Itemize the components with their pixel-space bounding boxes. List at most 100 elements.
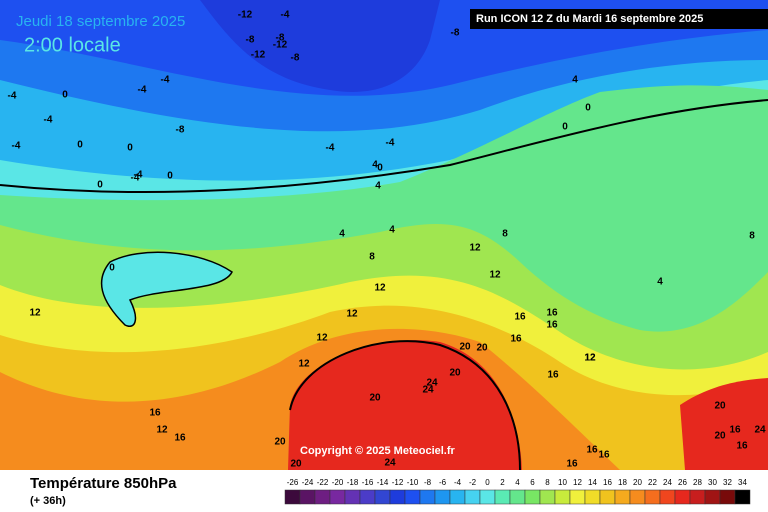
color-swatch bbox=[464, 489, 481, 505]
contour-label: -8 bbox=[291, 53, 300, 64]
contour-label: 12 bbox=[489, 270, 501, 281]
isotherm bbox=[289, 340, 521, 471]
color-swatch bbox=[479, 489, 496, 505]
forecast-lead: (+ 36h) bbox=[30, 495, 66, 507]
color-swatch bbox=[374, 489, 391, 505]
contour-label: 4 bbox=[375, 181, 381, 192]
contour-label: -8 bbox=[276, 33, 285, 44]
color-swatch bbox=[419, 489, 436, 505]
contour-label: 0 bbox=[77, 140, 83, 151]
scale-label: -26 bbox=[287, 478, 299, 487]
footer-title: Température 850hPa bbox=[30, 475, 177, 492]
contour-label: -4 bbox=[326, 143, 335, 154]
contour-label: 8 bbox=[502, 229, 508, 240]
scale-label: 4 bbox=[515, 478, 520, 487]
contour-label: 20 bbox=[714, 401, 726, 412]
color-swatch bbox=[704, 489, 721, 505]
contour-label: -4 bbox=[44, 115, 53, 126]
scale-label: -24 bbox=[302, 478, 314, 487]
contour-label: -12 bbox=[273, 40, 288, 51]
contour-label: 20 bbox=[274, 437, 286, 448]
contour-label: 4 bbox=[389, 225, 395, 236]
scale-label: 30 bbox=[708, 478, 717, 487]
color-swatch bbox=[359, 489, 376, 505]
contour-label: -4 bbox=[8, 91, 17, 102]
contour-label: 16 bbox=[547, 370, 559, 381]
contour-label: 16 bbox=[514, 312, 526, 323]
color-scale: -26 -24 -22 -20 -18 -16 -14 -12 -10 -8 -6 -4 -2 0 2 4 6 8… bbox=[284, 478, 751, 505]
contour-label: 20 bbox=[449, 368, 461, 379]
color-swatch bbox=[719, 489, 736, 505]
scale-label: -10 bbox=[407, 478, 419, 487]
color-swatch bbox=[644, 489, 661, 505]
contour-label: 16 bbox=[586, 445, 598, 456]
contour-label: 12 bbox=[584, 353, 596, 364]
scale-label: 22 bbox=[648, 478, 657, 487]
scale-label: 34 bbox=[738, 478, 747, 487]
contour-label: 12 bbox=[298, 359, 310, 370]
contour-label: -8 bbox=[176, 125, 185, 136]
band bbox=[680, 378, 768, 470]
contour-label: 4 bbox=[657, 277, 663, 288]
color-swatch bbox=[584, 489, 601, 505]
scale-label: 24 bbox=[663, 478, 672, 487]
scale-label: -6 bbox=[439, 478, 447, 487]
contour-label: -4 bbox=[134, 170, 143, 181]
zero-isotherm bbox=[0, 99, 768, 194]
contour-label: 24 bbox=[426, 378, 438, 389]
color-swatch bbox=[284, 489, 301, 505]
map-time: 2:00 locale bbox=[24, 34, 121, 56]
contour-label: 0 bbox=[127, 143, 133, 154]
contour-label: 12 bbox=[584, 353, 596, 364]
scale-label: -16 bbox=[362, 478, 374, 487]
band bbox=[288, 339, 522, 470]
contour-label: 16 bbox=[729, 425, 741, 436]
scale-label: 6 bbox=[530, 478, 535, 487]
temperature-field bbox=[0, 0, 768, 471]
contour-label: 12 bbox=[469, 243, 481, 254]
color-swatch bbox=[404, 489, 421, 505]
contour-label: -12 bbox=[251, 50, 266, 61]
color-swatch bbox=[659, 489, 676, 505]
scale-label: 26 bbox=[678, 478, 687, 487]
scale-label: -2 bbox=[469, 478, 477, 487]
scale-label: 32 bbox=[723, 478, 732, 487]
color-swatch bbox=[434, 489, 451, 505]
contour-label: 20 bbox=[459, 342, 471, 353]
contour-label: 16 bbox=[149, 408, 161, 419]
contour-label: 0 bbox=[167, 171, 173, 182]
contour-label: -4 bbox=[12, 141, 21, 152]
scale-label: -18 bbox=[347, 478, 359, 487]
scale-label: 20 bbox=[633, 478, 642, 487]
scale-label: -8 bbox=[424, 478, 432, 487]
scale-label: -4 bbox=[454, 478, 462, 487]
contour-label: 24 bbox=[384, 458, 396, 469]
color-swatch bbox=[494, 489, 511, 505]
contour-label: 16 bbox=[546, 308, 558, 319]
contour-label: 24 bbox=[422, 385, 434, 396]
scale-label: -20 bbox=[332, 478, 344, 487]
contour-label: -4 bbox=[281, 10, 290, 21]
color-swatch bbox=[509, 489, 526, 505]
contour-label: 4 bbox=[339, 229, 345, 240]
contour-label: 0 bbox=[109, 263, 115, 274]
run-box bbox=[470, 9, 768, 29]
contour-label: 0 bbox=[377, 163, 383, 174]
contour-label: -8 bbox=[246, 35, 255, 46]
cold-pool bbox=[100, 251, 233, 327]
color-swatch bbox=[329, 489, 346, 505]
copyright: Copyright © 2025 Meteociel.fr bbox=[300, 445, 456, 457]
color-swatch bbox=[674, 489, 691, 505]
contour-label: 16 bbox=[598, 450, 610, 461]
scale-label: 2 bbox=[500, 478, 505, 487]
contour-label: 16 bbox=[546, 320, 558, 331]
scale-label: 18 bbox=[618, 478, 627, 487]
color-swatch bbox=[344, 489, 361, 505]
contour-label: 8 bbox=[369, 252, 375, 263]
contour-label: 0 bbox=[97, 180, 103, 191]
contour-label: -4 bbox=[131, 173, 140, 184]
scale-label: 12 bbox=[573, 478, 582, 487]
contour-label: 0 bbox=[585, 103, 591, 114]
color-swatch bbox=[614, 489, 631, 505]
contour-label: 20 bbox=[476, 343, 488, 354]
